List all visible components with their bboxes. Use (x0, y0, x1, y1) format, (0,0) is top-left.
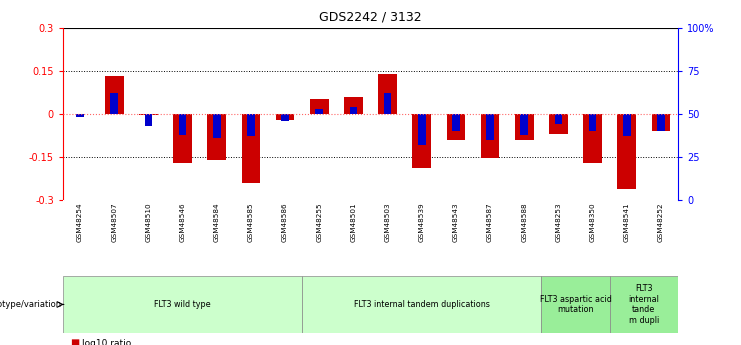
Bar (452, 114, 459, 131)
Text: GDS2242 / 3132: GDS2242 / 3132 (319, 10, 422, 23)
Text: GSM48539: GSM48539 (419, 203, 425, 242)
Bar (520, 114, 528, 135)
Text: ■: ■ (70, 338, 79, 345)
Bar (144, 114, 152, 126)
Bar (481, 114, 499, 158)
Text: GSM48255: GSM48255 (316, 203, 322, 242)
Bar (63, 276, 302, 333)
Text: GSM48254: GSM48254 (77, 203, 83, 242)
Bar (350, 107, 357, 114)
Bar (173, 114, 192, 163)
Text: GSM48501: GSM48501 (350, 203, 356, 242)
Bar (515, 114, 534, 140)
Bar (344, 97, 363, 114)
Bar (207, 114, 226, 160)
Bar (76, 114, 84, 117)
Bar (555, 114, 562, 124)
Bar (583, 114, 602, 163)
Bar (651, 114, 671, 131)
Text: log10 ratio: log10 ratio (82, 339, 130, 345)
Bar (549, 114, 568, 134)
Text: GSM48587: GSM48587 (487, 203, 493, 242)
Text: GSM48586: GSM48586 (282, 203, 288, 242)
Bar (418, 114, 425, 145)
Bar (610, 276, 678, 333)
Text: genotype/variation: genotype/variation (0, 300, 62, 309)
Bar (247, 114, 255, 136)
Text: GSM48507: GSM48507 (111, 203, 117, 242)
Text: FLT3
internal
tande
m dupli: FLT3 internal tande m dupli (628, 284, 659, 325)
Bar (657, 114, 665, 131)
Bar (179, 114, 186, 135)
Text: GSM48350: GSM48350 (590, 203, 596, 242)
Bar (282, 114, 289, 121)
Bar (447, 114, 465, 140)
Text: GSM48546: GSM48546 (179, 203, 185, 242)
Text: GSM48584: GSM48584 (213, 203, 220, 242)
Text: GSM48543: GSM48543 (453, 203, 459, 242)
Bar (316, 109, 323, 114)
Bar (617, 114, 637, 189)
Bar (242, 114, 260, 183)
Text: FLT3 wild type: FLT3 wild type (154, 300, 211, 309)
Bar (276, 114, 294, 120)
Text: GSM48541: GSM48541 (624, 203, 630, 242)
Bar (384, 93, 391, 114)
Bar (310, 99, 329, 114)
Bar (302, 276, 542, 333)
Bar (486, 114, 494, 140)
Bar (542, 276, 610, 333)
Bar (213, 114, 221, 138)
Bar (110, 93, 118, 114)
Bar (623, 114, 631, 136)
Bar (139, 114, 158, 115)
Text: GSM48253: GSM48253 (556, 203, 562, 242)
Text: GSM48252: GSM48252 (658, 203, 664, 242)
Bar (412, 114, 431, 168)
Bar (589, 114, 597, 131)
Text: GSM48588: GSM48588 (521, 203, 528, 242)
Text: FLT3 internal tandem duplications: FLT3 internal tandem duplications (353, 300, 490, 309)
Bar (104, 77, 124, 114)
Text: FLT3 aspartic acid
mutation: FLT3 aspartic acid mutation (539, 295, 611, 314)
Text: GSM48503: GSM48503 (385, 203, 391, 242)
Bar (378, 73, 397, 114)
Text: GSM48585: GSM48585 (248, 203, 254, 242)
Text: GSM48510: GSM48510 (145, 203, 151, 242)
